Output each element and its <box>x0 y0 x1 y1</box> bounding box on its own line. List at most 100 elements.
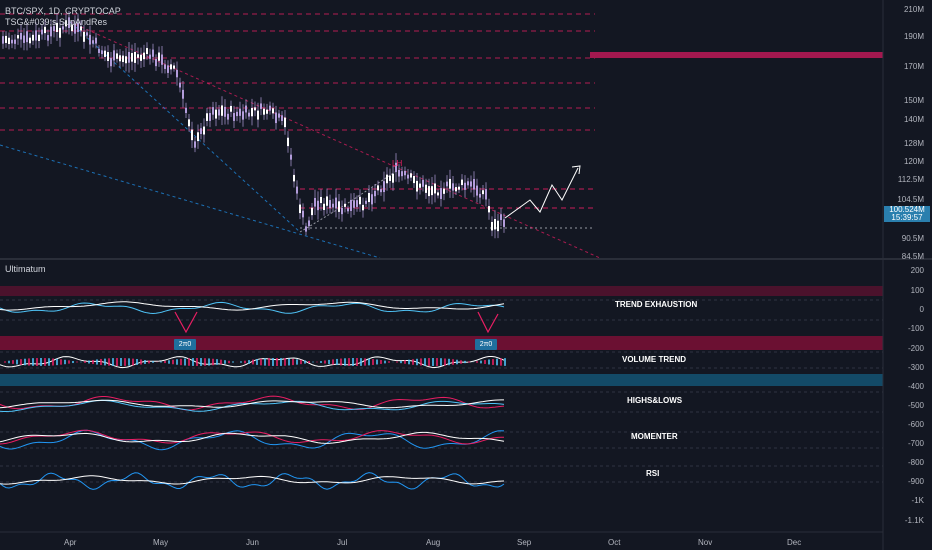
candle-body <box>98 48 100 53</box>
candle-body <box>386 174 388 184</box>
volume-bar <box>460 360 462 364</box>
descending-trendline <box>69 21 601 259</box>
candle-body <box>8 37 10 45</box>
candle-body <box>92 40 94 44</box>
volume-bar <box>420 358 422 366</box>
candle-body <box>14 39 16 44</box>
volume-bar <box>492 359 494 365</box>
candle-body <box>50 26 52 37</box>
volume-bar <box>272 358 274 366</box>
volume-bar <box>308 361 310 363</box>
candle-body <box>173 65 175 69</box>
volume-bar <box>416 358 418 366</box>
candle-body <box>263 108 265 115</box>
volume-bar <box>68 360 70 364</box>
candle-body <box>485 189 487 200</box>
volume-bar <box>164 360 166 364</box>
candle-body <box>83 31 85 42</box>
time-label: May <box>153 538 169 547</box>
candle-body <box>116 53 118 59</box>
time-label: Apr <box>64 538 77 547</box>
osc-label: -200 <box>907 344 924 353</box>
price-label: 210M <box>903 5 924 14</box>
volume-bar <box>376 359 378 365</box>
volume-bar <box>148 360 150 364</box>
volume-bar <box>328 359 330 365</box>
volume-bar <box>436 358 438 366</box>
candle-body <box>101 50 103 55</box>
candle-body <box>260 103 262 109</box>
volume-bar <box>112 358 114 366</box>
momenter-title: MOMENTER <box>631 432 678 441</box>
volume-bar <box>28 358 30 366</box>
candle-body <box>365 200 367 204</box>
candle-body <box>302 210 304 218</box>
candle-body <box>374 190 376 197</box>
candle-body <box>59 27 61 38</box>
candle-body <box>341 208 343 215</box>
volume-bar <box>260 358 262 366</box>
candle-body <box>479 193 481 198</box>
volume-trend-title: VOLUME TREND <box>622 355 686 364</box>
resistance-zone <box>590 52 883 58</box>
time-label: Dec <box>787 538 802 547</box>
volume-bar <box>244 360 246 364</box>
candle-body <box>395 162 397 173</box>
projection-arrow <box>504 165 581 219</box>
candle-body <box>440 188 442 199</box>
candle-body <box>269 105 271 111</box>
candle-body <box>185 107 187 113</box>
volume-bar <box>316 361 318 363</box>
candle-body <box>344 203 346 207</box>
volume-bar <box>412 359 414 365</box>
candle-body <box>392 173 394 183</box>
volume-bar <box>432 358 434 366</box>
candle-body <box>164 64 166 69</box>
volume-bar <box>364 358 366 366</box>
candle-body <box>422 179 424 187</box>
trend-exhaustion-signal <box>0 301 505 311</box>
candle-body <box>65 20 67 27</box>
volume-bar <box>212 358 214 366</box>
candle-body <box>41 29 43 35</box>
volume-bar <box>360 358 362 366</box>
volume-bar <box>488 359 490 365</box>
candle-body <box>443 188 445 194</box>
volume-bar <box>72 360 74 364</box>
volume-bar <box>76 361 78 363</box>
candle-body <box>503 219 505 227</box>
support-resistance-levels <box>0 13 883 229</box>
volume-bar <box>264 358 266 366</box>
candle-body <box>398 169 400 177</box>
trend-exhaustion-title: TREND EXHAUSTION <box>615 300 698 309</box>
lower-high-label: LH <box>392 159 403 168</box>
candle-body <box>350 199 352 211</box>
exhaustion-dip <box>477 311 499 334</box>
oscillator-legend[interactable]: Ultimatum <box>5 264 46 274</box>
volume-bar <box>276 358 278 366</box>
candle-body <box>446 181 448 187</box>
osc-label: -100 <box>907 324 924 333</box>
volume-bar <box>504 358 506 366</box>
oscillator-pane <box>0 286 883 490</box>
symbol-legend[interactable]: BTC/SPX, 1D, CRYPTOCAP <box>5 6 121 16</box>
candle-body <box>323 203 325 211</box>
osc-label: -900 <box>907 477 924 486</box>
time-label: Aug <box>426 538 441 547</box>
candle-body <box>71 24 73 32</box>
volume-bar <box>208 358 210 366</box>
candle-body <box>206 113 208 121</box>
time-label: Jul <box>337 538 348 547</box>
candle-body <box>371 194 373 205</box>
rsi-line <box>0 472 505 490</box>
candle-body <box>191 129 193 141</box>
volume-bar <box>284 358 286 366</box>
volume-bar <box>168 360 170 364</box>
candle-body <box>431 186 433 196</box>
indicator-legend[interactable]: TSG&#039;s SupAndRes <box>5 17 108 27</box>
candle-body <box>416 180 418 192</box>
candle-body <box>179 82 181 88</box>
time-label: Jun <box>246 538 259 547</box>
volume-bar <box>108 358 110 366</box>
